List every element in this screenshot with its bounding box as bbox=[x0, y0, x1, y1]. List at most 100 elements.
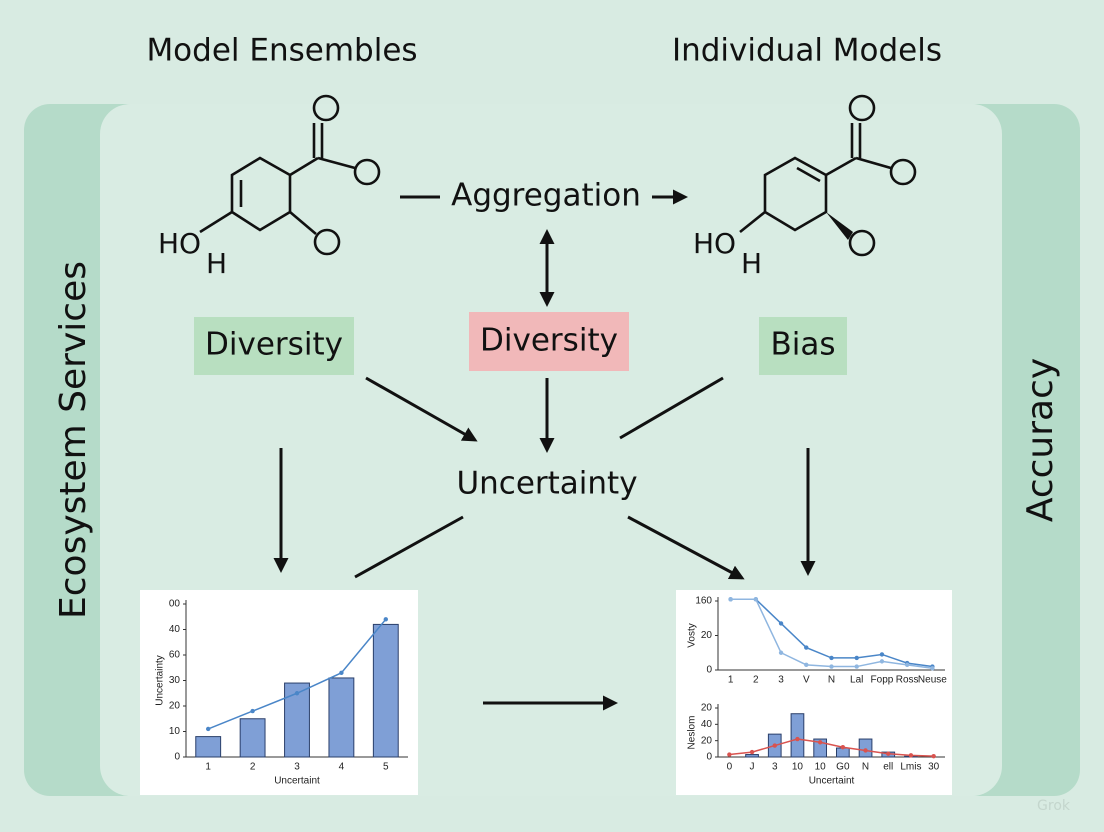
line-point bbox=[908, 753, 914, 758]
line-point bbox=[749, 749, 755, 755]
x-tick-label: Lmis bbox=[900, 762, 921, 773]
y-tick-label: 20 bbox=[701, 703, 713, 714]
line-point bbox=[383, 617, 388, 622]
x-tick-label: J bbox=[750, 762, 755, 773]
x-tick-label: 10 bbox=[815, 762, 827, 773]
node-aggregation: Aggregation bbox=[451, 178, 641, 214]
header: Model Ensembles bbox=[146, 33, 417, 69]
x-axis-label: Uncertaint bbox=[274, 776, 320, 787]
y-tick-label: 0 bbox=[706, 665, 712, 676]
y-tick-label: 10 bbox=[169, 726, 181, 737]
y-tick-label: 0 bbox=[706, 752, 712, 763]
y-axis-label: Neslom bbox=[687, 716, 698, 750]
y-tick-label: 20 bbox=[701, 735, 713, 746]
line-point bbox=[886, 751, 891, 756]
x-tick-label: N bbox=[828, 675, 835, 686]
x-tick-label: G0 bbox=[836, 762, 850, 773]
bar bbox=[195, 736, 222, 758]
x-tick-label: 2 bbox=[250, 762, 256, 773]
arrows bbox=[273, 189, 816, 711]
chart-frame bbox=[676, 590, 952, 795]
line-point bbox=[728, 597, 733, 602]
line-point bbox=[339, 670, 344, 676]
y-tick-label: 30 bbox=[169, 675, 181, 686]
x-tick-label: N bbox=[862, 762, 869, 773]
atom-label: HO bbox=[158, 227, 201, 260]
y-tick-label: 20 bbox=[701, 630, 713, 641]
x-tick-label: 2 bbox=[753, 675, 759, 686]
x-tick-label: Lal bbox=[850, 675, 863, 686]
bar bbox=[328, 677, 355, 758]
watermark: Grok bbox=[1037, 798, 1071, 814]
x-tick-label: 3 bbox=[772, 762, 778, 773]
side-label: Accuracy bbox=[1020, 358, 1061, 522]
line-point bbox=[778, 650, 784, 655]
atom-label: HO bbox=[693, 227, 736, 260]
x-tick-label: ell bbox=[883, 762, 893, 773]
node-diversity: Diversity bbox=[480, 323, 618, 359]
x-tick-label: 3 bbox=[778, 675, 784, 686]
node-box bbox=[759, 317, 847, 375]
line-point bbox=[753, 597, 759, 602]
x-tick-label: 4 bbox=[339, 762, 345, 773]
x-tick-label: Ross bbox=[896, 675, 919, 686]
x-tick-label: Neuse bbox=[918, 675, 947, 686]
line-point bbox=[206, 726, 211, 732]
bar bbox=[790, 713, 805, 758]
y-tick-label: 20 bbox=[169, 701, 181, 712]
line-point bbox=[930, 666, 935, 671]
y-tick-label: 00 bbox=[169, 599, 181, 610]
x-tick-label: 30 bbox=[928, 762, 940, 773]
y-axis-label: Vosty bbox=[687, 623, 698, 647]
node-bias: Bias bbox=[770, 327, 835, 363]
line-point bbox=[931, 753, 936, 759]
bar bbox=[372, 623, 399, 758]
line-point bbox=[829, 655, 834, 661]
line-point bbox=[863, 748, 868, 753]
line-point bbox=[294, 691, 300, 696]
y-tick-label: 40 bbox=[169, 624, 181, 635]
bar bbox=[745, 754, 759, 758]
header: Individual Models bbox=[672, 33, 942, 69]
y-tick-label: 60 bbox=[169, 650, 181, 661]
x-tick-label: 10 bbox=[792, 762, 804, 773]
line-point bbox=[795, 736, 800, 742]
line-point bbox=[854, 655, 859, 661]
atom-label: H bbox=[741, 247, 762, 280]
molecule: HO H bbox=[158, 94, 381, 280]
atom-label: H bbox=[206, 247, 227, 280]
line-point bbox=[829, 664, 834, 669]
node-box bbox=[469, 312, 629, 371]
line-point bbox=[879, 652, 885, 657]
x-tick-label: 5 bbox=[383, 762, 389, 773]
line-point bbox=[804, 662, 809, 668]
node-uncertainty: Uncertainty bbox=[456, 466, 637, 502]
x-tick-label: V bbox=[803, 675, 810, 686]
line-point bbox=[250, 708, 255, 714]
x-tick-label: Fopp bbox=[871, 675, 894, 686]
x-tick-label: 3 bbox=[294, 762, 300, 773]
y-tick-label: 40 bbox=[701, 719, 713, 730]
bar bbox=[858, 738, 873, 758]
line-point bbox=[727, 752, 732, 757]
line-point bbox=[772, 743, 777, 748]
line-point bbox=[854, 664, 859, 669]
node-diversity: Diversity bbox=[205, 327, 343, 363]
x-tick-label: 0 bbox=[727, 762, 733, 773]
line-series bbox=[729, 738, 934, 757]
line-point bbox=[817, 740, 823, 745]
line-point bbox=[840, 745, 846, 750]
line-point bbox=[778, 621, 784, 626]
x-tick-label: 1 bbox=[205, 762, 211, 773]
bar bbox=[239, 718, 266, 758]
y-tick-label: 160 bbox=[695, 596, 712, 607]
x-axis-label: Uncertaint bbox=[809, 776, 855, 787]
node-box bbox=[194, 317, 354, 375]
molecule: HO H bbox=[693, 94, 917, 280]
line-point bbox=[879, 659, 885, 664]
x-tick-label: 1 bbox=[728, 675, 734, 686]
line-point bbox=[804, 645, 809, 650]
